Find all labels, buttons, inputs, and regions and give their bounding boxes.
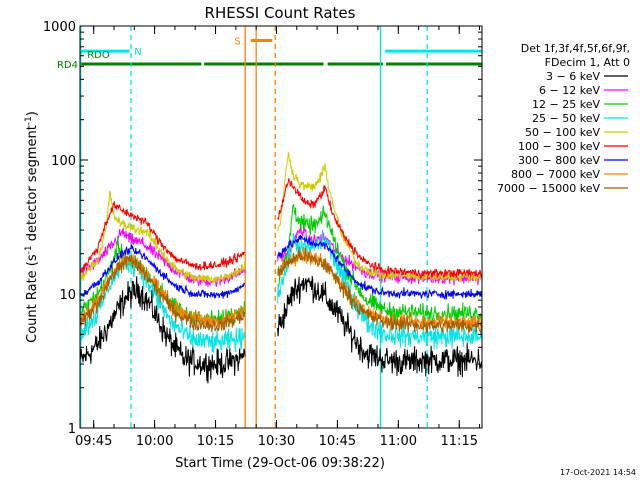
x-tick-label: 11:15 xyxy=(441,434,478,449)
y-tick-label: 100 xyxy=(51,154,76,169)
series-line xyxy=(80,230,482,354)
legend-entry-label: 50 − 100 keV xyxy=(525,126,600,139)
y-axis-label-exponent: -1 xyxy=(24,116,34,125)
series-layer xyxy=(80,151,482,384)
legend-entry-label: 12 − 25 keV xyxy=(532,98,600,111)
x-tick-label: 09:45 xyxy=(75,434,112,449)
x-axis-label: Start Time (29-Oct-06 09:38:22) xyxy=(175,456,385,471)
flag-label-rd4: RD4 xyxy=(57,60,78,71)
series-line xyxy=(80,247,482,334)
flag-label-saa: S xyxy=(234,36,240,47)
x-tick-label: 10:15 xyxy=(197,434,234,449)
legend-header-line: Det 1f,3f,4f,5f,6f,9f, xyxy=(521,42,630,55)
legend-entry-label: 300 − 800 keV xyxy=(518,154,600,167)
legend-entry-label: 100 − 300 keV xyxy=(518,140,600,153)
series-line xyxy=(80,178,482,279)
legend-entry-label: 3 − 6 keV xyxy=(546,70,600,83)
legend-entry-label: 25 − 50 keV xyxy=(532,112,600,125)
series-line xyxy=(80,235,482,301)
series-line xyxy=(80,276,482,384)
y-axis-label: Count Rate (s-1 detector segment-1) xyxy=(24,111,40,343)
timestamp: 17-Oct-2021 14:54 xyxy=(560,468,636,477)
y-tick-label: 1 xyxy=(68,422,76,437)
flag-label-rdo: RDO xyxy=(87,50,110,61)
legend-header-line: FDecim 1, Att 0 xyxy=(545,56,630,69)
legend-entry-label: 6 − 12 keV xyxy=(539,84,600,97)
y-axis-label-part: Count Rate (s xyxy=(25,254,40,343)
y-tick-label: 10 xyxy=(59,288,76,303)
chart-title: RHESSI Count Rates xyxy=(205,4,356,22)
plot-frame xyxy=(79,25,483,429)
legend: Det 1f,3f,4f,5f,6f,9f, FDecim 1, Att 0 3… xyxy=(497,42,630,195)
y-axis-label-exponent: -1 xyxy=(24,245,34,254)
x-tick-label: 10:00 xyxy=(136,434,173,449)
series-line xyxy=(80,151,482,284)
y-axis-label-part: detector segment xyxy=(25,125,40,245)
legend-entry-label: 7000 − 15000 keV xyxy=(497,182,600,195)
x-tick-label: 11:00 xyxy=(380,434,417,449)
y-axis-label-part: ) xyxy=(25,111,40,116)
x-tick-label: 10:30 xyxy=(258,434,295,449)
axis-tick-layer: 1 10 100 1000 09:45 10:00 10:15 10:30 10:45 11:00… xyxy=(43,20,482,449)
flag-label-night: N xyxy=(134,47,141,58)
vertical-marker-layer xyxy=(80,26,428,428)
x-tick-label: 10:45 xyxy=(319,434,356,449)
y-tick-label: 1000 xyxy=(43,20,76,35)
legend-entry-label: 800 − 7000 keV xyxy=(511,168,600,181)
